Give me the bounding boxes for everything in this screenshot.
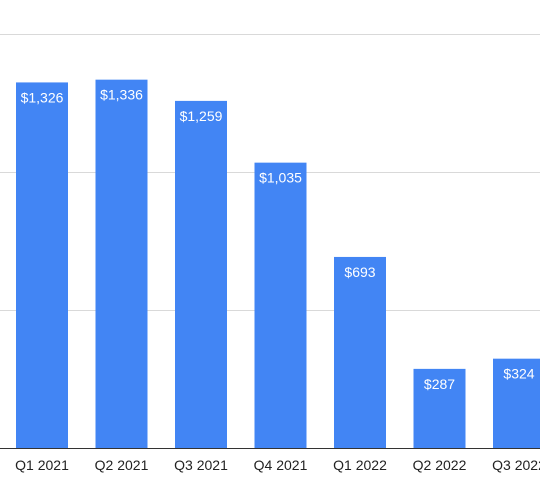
data-label-q3-2022: $324 [503,366,534,382]
bar-q1-2021 [16,82,68,448]
bars [16,79,540,449]
data-label-q4-2021: $1,035 [259,170,302,186]
tick-label-q4-2021: Q4 2021 [254,457,308,473]
bar-q2-2022 [413,368,466,448]
tick-label-q3-2021: Q3 2021 [174,457,228,473]
tick-label-q2-2022: Q2 2022 [413,457,467,473]
bar-q3-2022 [493,358,540,448]
tick-label-q1-2021: Q1 2021 [15,457,69,473]
tick-label-q1-2022: Q1 2022 [333,457,387,473]
data-label-q3-2021: $1,259 [180,108,223,124]
bar-q1-2022 [334,256,386,448]
bar-q3-2021 [175,100,227,448]
bar-q4-2021 [254,162,307,448]
bar-q2-2021 [95,79,148,449]
data-label-q2-2021: $1,336 [100,87,143,103]
tick-label-q3-2022: Q3 2022 [492,457,540,473]
data-label-q1-2021: $1,326 [21,89,64,105]
data-label-q1-2022: $693 [344,264,375,280]
data-labels: $1,326 $1,336 $1,259 $1,035 $693 $287 $324 [21,87,535,392]
x-axis-tick-labels: Q1 2021 Q2 2021 Q3 2021 Q4 2021 Q1 2022 Q2 20… [15,457,540,473]
data-label-q2-2022: $287 [424,376,455,392]
tick-label-q2-2021: Q2 2021 [95,457,149,473]
